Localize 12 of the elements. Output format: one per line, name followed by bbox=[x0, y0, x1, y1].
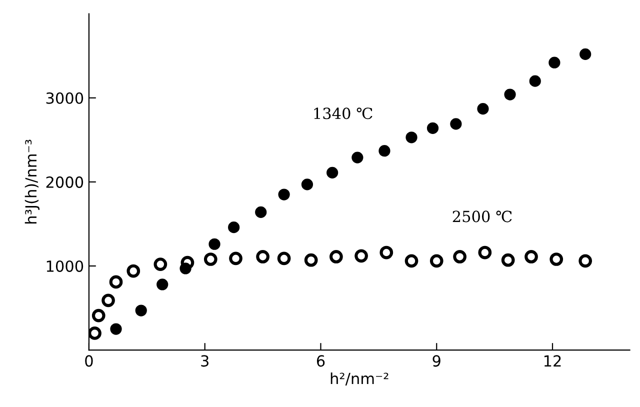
x-tick-label: 3 bbox=[201, 355, 208, 367]
x-axis-title: h²/nm⁻² bbox=[330, 372, 388, 386]
x-tick-label: 12 bbox=[544, 355, 561, 366]
x-tick-label: 6 bbox=[316, 355, 325, 367]
y-tick-label: 1000 bbox=[46, 260, 84, 272]
y-tick-label: 3000 bbox=[46, 92, 84, 104]
x-tick-label: 9 bbox=[432, 355, 440, 367]
series-label: 1340 ℃ bbox=[314, 108, 372, 120]
y-axis-title: h³J(h)/nm⁻³ bbox=[24, 140, 40, 224]
series-label: 2500 ℃ bbox=[452, 210, 512, 222]
x-tick-label: 0 bbox=[85, 355, 93, 367]
y-tick-label: 2000 bbox=[46, 176, 84, 188]
